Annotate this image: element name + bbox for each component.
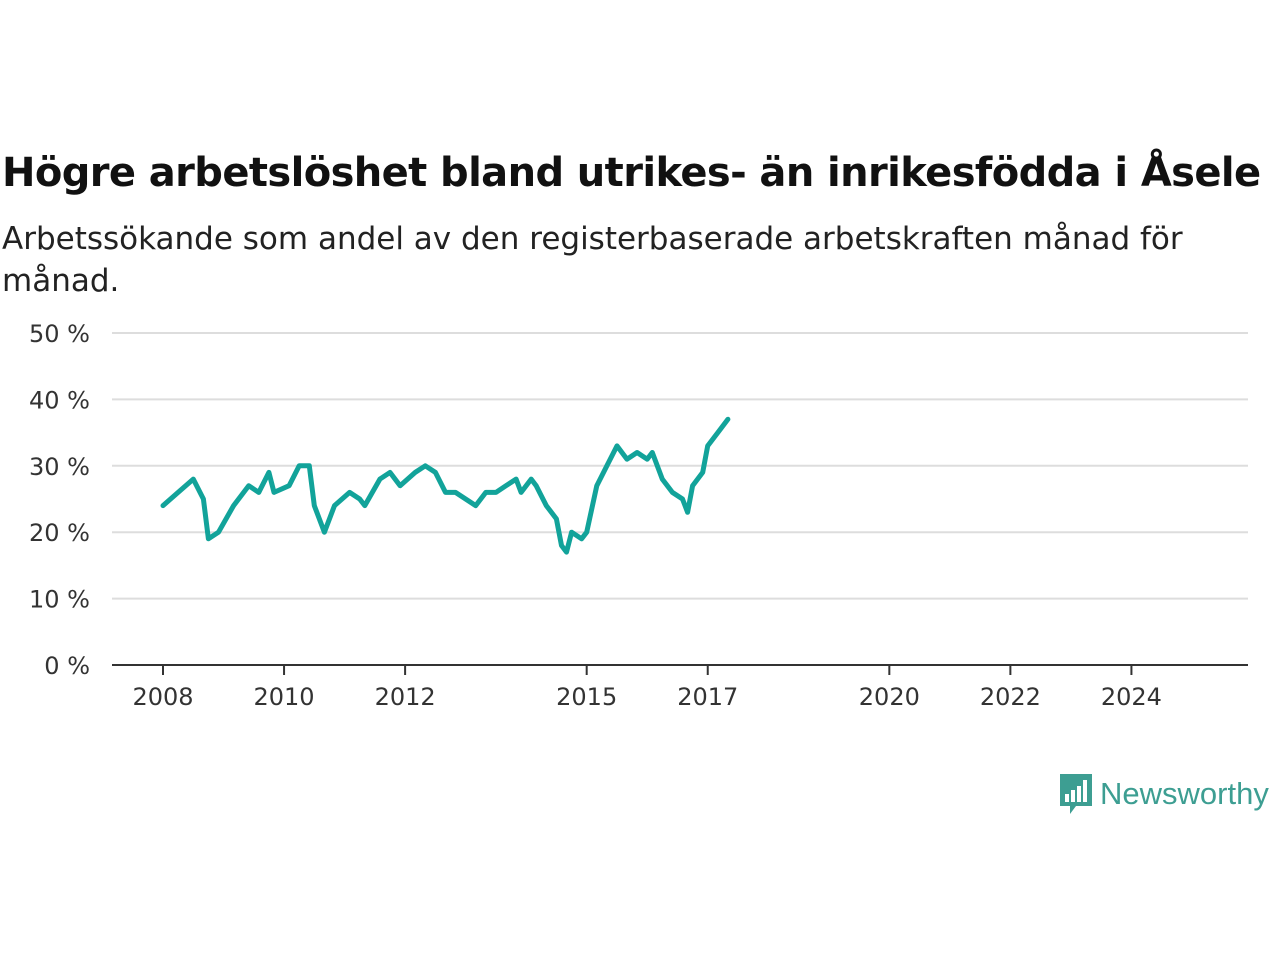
y-tick-label: 20 % — [29, 519, 90, 547]
x-tick-label: 2022 — [980, 683, 1041, 711]
x-tick-label: 2024 — [1101, 683, 1162, 711]
line-chart: 0 % 10 % 20 % 30 % 40 % 50 % 2008 2010 2012 2015… — [29, 320, 1248, 711]
chart-title: Högre arbetslöshet bland utrikes- än inr… — [2, 150, 1261, 196]
y-tick-label: 50 % — [29, 320, 90, 348]
newsworthy-logo[interactable]: Newsworthy — [1058, 772, 1269, 816]
x-axis-tick-labels: 2008 2010 2012 2015 2017 2020 2022 2024 — [132, 665, 1162, 711]
x-tick-label: 2015 — [556, 683, 617, 711]
x-tick-label: 2010 — [254, 683, 315, 711]
y-tick-label: 10 % — [29, 586, 90, 614]
utlandsf-dda-line — [160, 416, 731, 555]
logo-text: Newsworthy — [1100, 776, 1269, 811]
x-tick-label: 2008 — [132, 683, 193, 711]
y-tick-label: 30 % — [29, 453, 90, 481]
y-axis-tick-labels: 0 % 10 % 20 % 30 % 40 % 50 % — [29, 320, 90, 680]
y-tick-label: 0 % — [44, 652, 90, 680]
series-lines — [160, 416, 731, 555]
x-tick-label: 2017 — [677, 683, 738, 711]
x-tick-label: 2012 — [375, 683, 436, 711]
chart-subtitle: Arbetssökande som andel av den registerb… — [2, 221, 1183, 299]
newsworthy-bar-chart-icon — [1060, 774, 1092, 814]
x-tick-label: 2020 — [859, 683, 920, 711]
y-tick-label: 40 % — [29, 386, 90, 414]
